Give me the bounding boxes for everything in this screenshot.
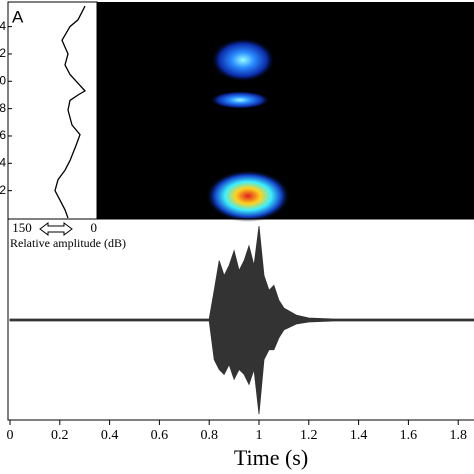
x-tick-label: 0.4 bbox=[101, 428, 119, 443]
panel-label: A bbox=[12, 7, 24, 26]
spectrum-line bbox=[54, 5, 87, 219]
x-tick-label: 0.8 bbox=[200, 428, 218, 443]
axis-label: Time (s) bbox=[234, 445, 308, 470]
spectrum-frame bbox=[7, 1, 98, 220]
y-tick-label: 8 bbox=[0, 101, 6, 115]
waveform bbox=[9, 319, 474, 415]
x-tick-label: 1.2 bbox=[300, 428, 318, 443]
y-tick-label: 14 bbox=[0, 19, 6, 33]
x-tick-label: 1.4 bbox=[350, 428, 368, 443]
double-arrow bbox=[39, 222, 73, 236]
y-tick-label: 6 bbox=[0, 128, 6, 142]
y-tick-label: 10 bbox=[0, 73, 6, 87]
x-tick-label: 0.6 bbox=[151, 428, 169, 443]
spectrogram bbox=[97, 2, 474, 219]
x-tick-label: 150 bbox=[12, 220, 32, 235]
x-tick-label: 0 bbox=[7, 428, 14, 443]
x-tick-label: 1 bbox=[256, 428, 263, 443]
y-tick-label: 4 bbox=[0, 155, 6, 169]
x-tick-label: 0 bbox=[91, 220, 98, 235]
spectrogram-blob bbox=[211, 38, 275, 82]
x-tick-label: 1.6 bbox=[400, 428, 418, 443]
spectrogram-blob bbox=[206, 170, 290, 222]
x-tick-label: 0.2 bbox=[51, 428, 69, 443]
y-tick-label: 12 bbox=[0, 46, 6, 60]
axis-label: Relative amplitude (dB) bbox=[10, 236, 126, 250]
y-tick-label: 2 bbox=[0, 183, 6, 197]
waveform-frame bbox=[7, 218, 474, 421]
waveform bbox=[9, 225, 474, 321]
x-tick-label: 1.8 bbox=[449, 428, 467, 443]
spectrogram-blob bbox=[210, 91, 270, 109]
